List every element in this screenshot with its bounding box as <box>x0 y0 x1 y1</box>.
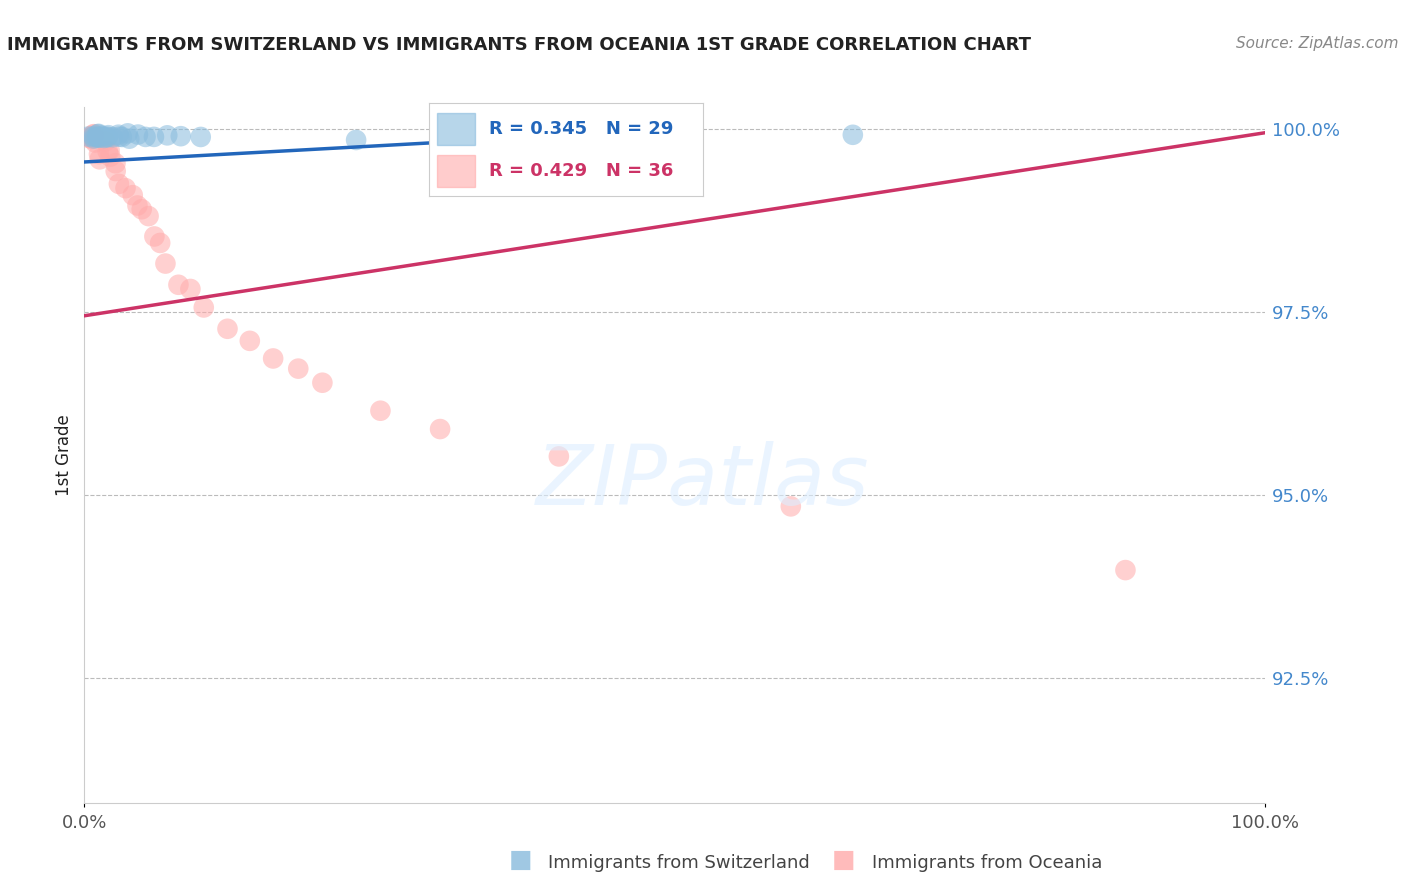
Point <box>170 129 193 144</box>
Point <box>91 128 114 143</box>
Point <box>114 181 136 195</box>
Point <box>98 143 121 157</box>
Point <box>131 202 153 217</box>
Point <box>80 129 103 144</box>
Point <box>86 130 108 145</box>
Point <box>179 282 201 296</box>
Point <box>83 127 105 141</box>
Point <box>98 150 121 164</box>
Point <box>121 188 143 202</box>
Point <box>87 127 110 141</box>
Point <box>262 351 284 366</box>
Point <box>167 277 190 292</box>
Point <box>83 131 105 145</box>
Point <box>107 128 129 142</box>
Y-axis label: 1st Grade: 1st Grade <box>55 414 73 496</box>
Text: Immigrants from Switzerland: Immigrants from Switzerland <box>548 855 810 872</box>
Text: R = 0.429   N = 36: R = 0.429 N = 36 <box>489 162 673 180</box>
Point <box>118 131 141 145</box>
Text: IMMIGRANTS FROM SWITZERLAND VS IMMIGRANTS FROM OCEANIA 1ST GRADE CORRELATION CHA: IMMIGRANTS FROM SWITZERLAND VS IMMIGRANT… <box>7 36 1031 54</box>
Point <box>311 376 333 390</box>
Point <box>138 209 160 223</box>
Point <box>370 403 392 417</box>
Point <box>127 128 149 142</box>
Point <box>77 129 100 144</box>
Point <box>97 145 120 159</box>
Point <box>83 129 105 144</box>
Point <box>84 130 107 145</box>
Point <box>108 129 131 144</box>
Text: R = 0.345   N = 29: R = 0.345 N = 29 <box>489 120 673 137</box>
Point <box>193 301 215 315</box>
Point <box>87 129 110 144</box>
Point <box>101 130 124 145</box>
Point <box>89 153 111 167</box>
Point <box>77 131 100 145</box>
Point <box>93 131 115 145</box>
Point <box>217 322 239 336</box>
Point <box>108 177 131 191</box>
Point <box>143 229 166 244</box>
Point <box>97 128 120 143</box>
Point <box>842 128 865 142</box>
Point <box>287 361 309 376</box>
Point <box>429 422 451 436</box>
Bar <box>437 155 475 187</box>
Point <box>429 132 451 146</box>
Point <box>111 130 134 145</box>
Text: ■: ■ <box>832 848 855 872</box>
Point <box>779 500 801 514</box>
Point <box>80 132 103 146</box>
Point <box>96 129 118 144</box>
Text: ZIPatlas: ZIPatlas <box>536 442 870 522</box>
Point <box>96 130 118 145</box>
Point <box>239 334 262 348</box>
Point <box>135 129 157 144</box>
Point <box>86 128 108 142</box>
Point <box>547 450 569 464</box>
Point <box>149 235 172 250</box>
Point <box>104 164 127 178</box>
Point <box>104 156 127 170</box>
Point <box>87 147 110 161</box>
Point <box>1114 563 1136 577</box>
Bar <box>437 113 475 145</box>
Point <box>117 127 139 141</box>
Point <box>127 198 149 212</box>
Point <box>89 130 111 145</box>
Text: Immigrants from Oceania: Immigrants from Oceania <box>872 855 1102 872</box>
Point <box>94 134 117 148</box>
Point <box>155 256 177 270</box>
Point <box>84 136 107 150</box>
Text: ■: ■ <box>509 848 531 872</box>
Point <box>344 133 367 147</box>
Point <box>142 129 165 144</box>
Text: Source: ZipAtlas.com: Source: ZipAtlas.com <box>1236 36 1399 51</box>
Point <box>82 128 104 142</box>
Point <box>156 128 179 143</box>
Point <box>190 130 212 145</box>
